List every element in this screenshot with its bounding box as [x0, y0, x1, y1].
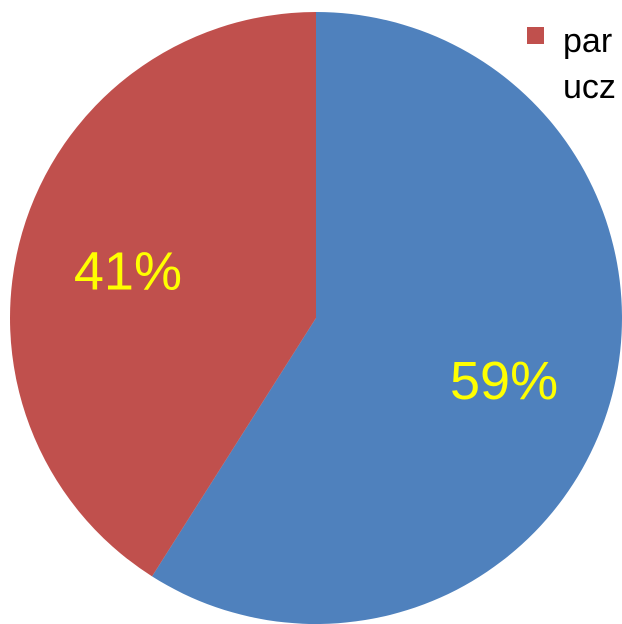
- pie-slice: [10, 12, 316, 577]
- pie-slice: [152, 12, 622, 624]
- legend-label: par ucz: [563, 22, 616, 106]
- data-label: 41%: [74, 242, 182, 302]
- legend: par ucz: [527, 18, 622, 110]
- legend-swatch: [527, 27, 544, 44]
- data-label: 59%: [450, 351, 558, 411]
